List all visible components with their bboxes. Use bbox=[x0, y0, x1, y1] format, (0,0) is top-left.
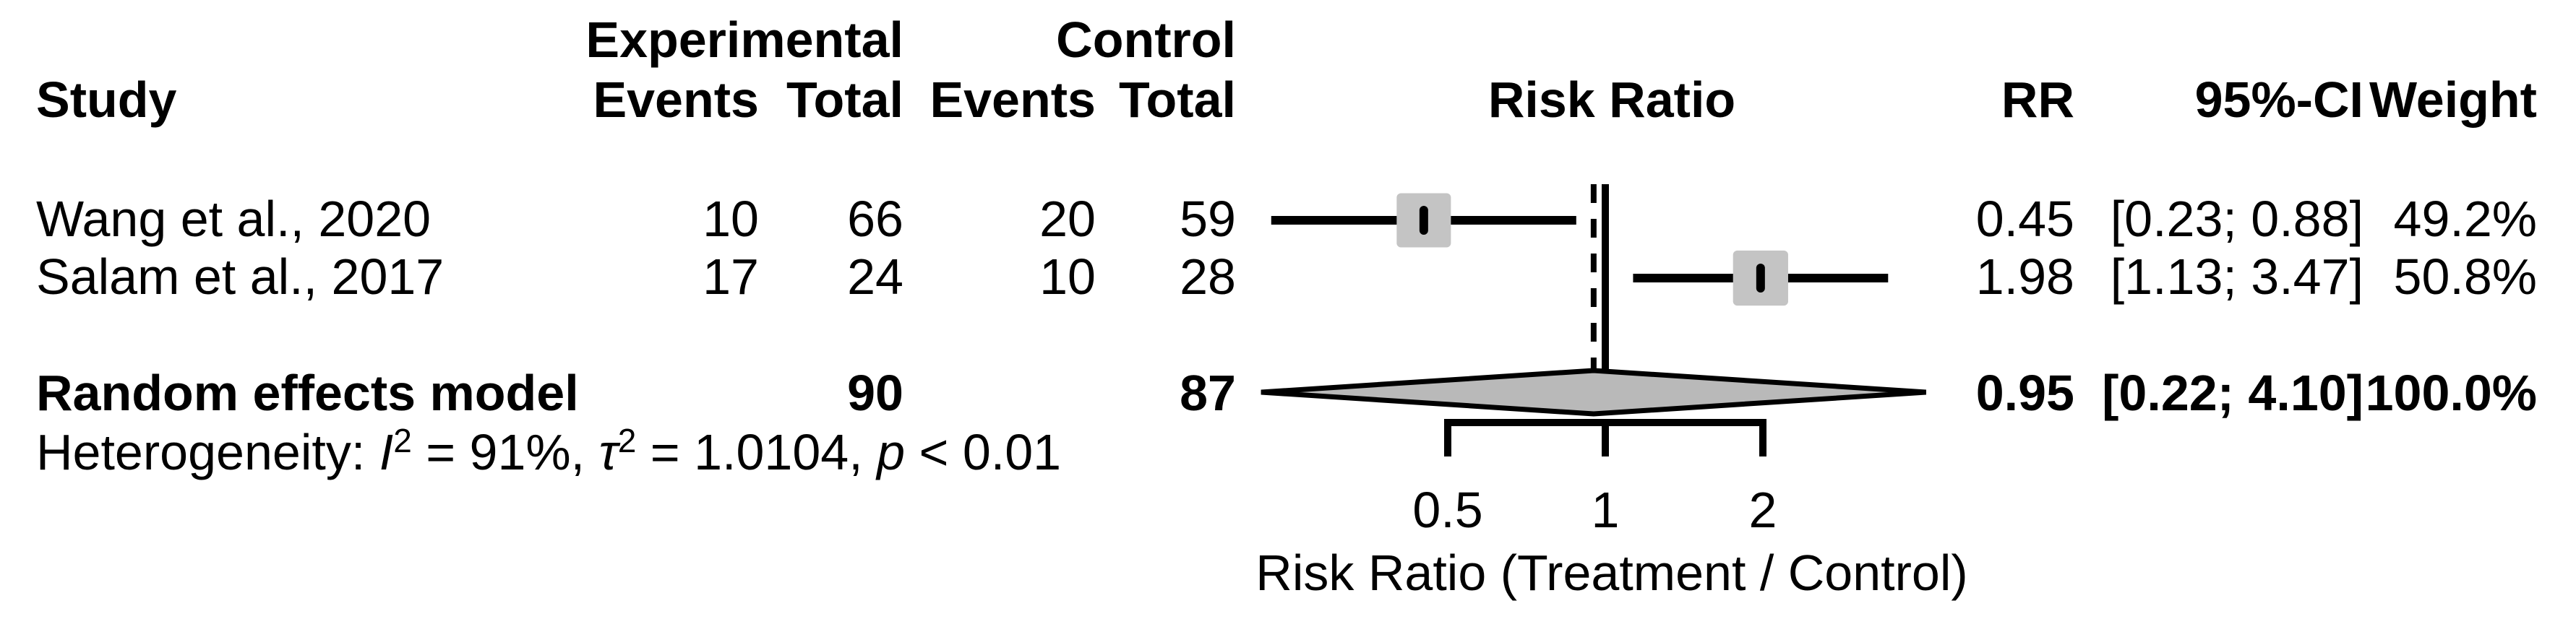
header-weight: Weight bbox=[2369, 71, 2537, 128]
exp-events: 17 bbox=[703, 248, 759, 305]
ctrl-total: 59 bbox=[1180, 190, 1236, 247]
axis-tick-label-1: 1 bbox=[1591, 481, 1620, 538]
axis-tick-label-0: 0.5 bbox=[1412, 481, 1483, 538]
tau-squared-exponent: 2 bbox=[617, 421, 637, 459]
header-ci: 95%-CI bbox=[2194, 71, 2364, 128]
tau-squared-symbol: τ bbox=[598, 423, 618, 480]
ci-value: [1.13; 3.47] bbox=[2110, 248, 2364, 305]
heterogeneity-stats: Heterogeneity: I2 = 91%, τ2 = 1.0104, p … bbox=[36, 421, 1062, 480]
weight-value: 50.8% bbox=[2393, 248, 2537, 305]
header-exp-total: Total bbox=[786, 71, 903, 128]
summary-diamond bbox=[1261, 368, 1926, 417]
summary-exp-total: 90 bbox=[847, 364, 903, 421]
header-risk-ratio: Risk Ratio bbox=[1487, 71, 1736, 128]
point-estimate-marker-1 bbox=[1756, 264, 1765, 293]
het-prefix: Heterogeneity: bbox=[36, 423, 379, 480]
rr-value: 0.45 bbox=[1975, 190, 2074, 247]
exp-total: 24 bbox=[847, 248, 903, 305]
i-squared-value: = 91%, bbox=[411, 423, 599, 480]
i-squared-symbol: I bbox=[379, 423, 394, 480]
ctrl-total: 28 bbox=[1180, 248, 1236, 305]
header-exp-events: Events bbox=[593, 71, 759, 128]
header-experimental: Experimental bbox=[585, 11, 903, 68]
ci-value: [0.23; 0.88] bbox=[2110, 190, 2364, 247]
header-control: Control bbox=[1056, 11, 1236, 68]
ctrl-events: 20 bbox=[1039, 190, 1096, 247]
i-squared-exponent: 2 bbox=[393, 421, 412, 459]
axis-tick-label-2: 2 bbox=[1748, 481, 1777, 538]
summary-rr-value: 0.95 bbox=[1975, 364, 2074, 421]
ctrl-events: 10 bbox=[1039, 248, 1096, 305]
summary-weight-value: 100.0% bbox=[2365, 364, 2537, 421]
axis-title: Risk Ratio (Treatment / Control) bbox=[1255, 544, 1968, 601]
header-rr: RR bbox=[2001, 71, 2074, 128]
weight-value: 49.2% bbox=[2393, 190, 2537, 247]
study-name: Wang et al., 2020 bbox=[36, 190, 432, 247]
p-symbol: p bbox=[877, 423, 906, 480]
tau-squared-value: = 1.0104, bbox=[636, 423, 877, 480]
weight-square-0 bbox=[1396, 193, 1451, 248]
exp-events: 10 bbox=[703, 190, 759, 247]
exp-total: 66 bbox=[847, 190, 903, 247]
study-name: Salam et al., 2017 bbox=[36, 248, 445, 305]
header-study: Study bbox=[36, 71, 177, 128]
rr-value: 1.98 bbox=[1975, 248, 2074, 305]
header-ctrl-total: Total bbox=[1118, 71, 1236, 128]
point-estimate-marker-0 bbox=[1419, 206, 1428, 235]
weight-square-1 bbox=[1733, 250, 1788, 306]
header-ctrl-events: Events bbox=[929, 71, 1096, 128]
p-value: < 0.01 bbox=[905, 423, 1062, 480]
summary-ci-value: [0.22; 4.10] bbox=[2102, 364, 2364, 421]
summary-ctrl-total: 87 bbox=[1180, 364, 1236, 421]
summary-model-label: Random effects model bbox=[36, 364, 579, 421]
